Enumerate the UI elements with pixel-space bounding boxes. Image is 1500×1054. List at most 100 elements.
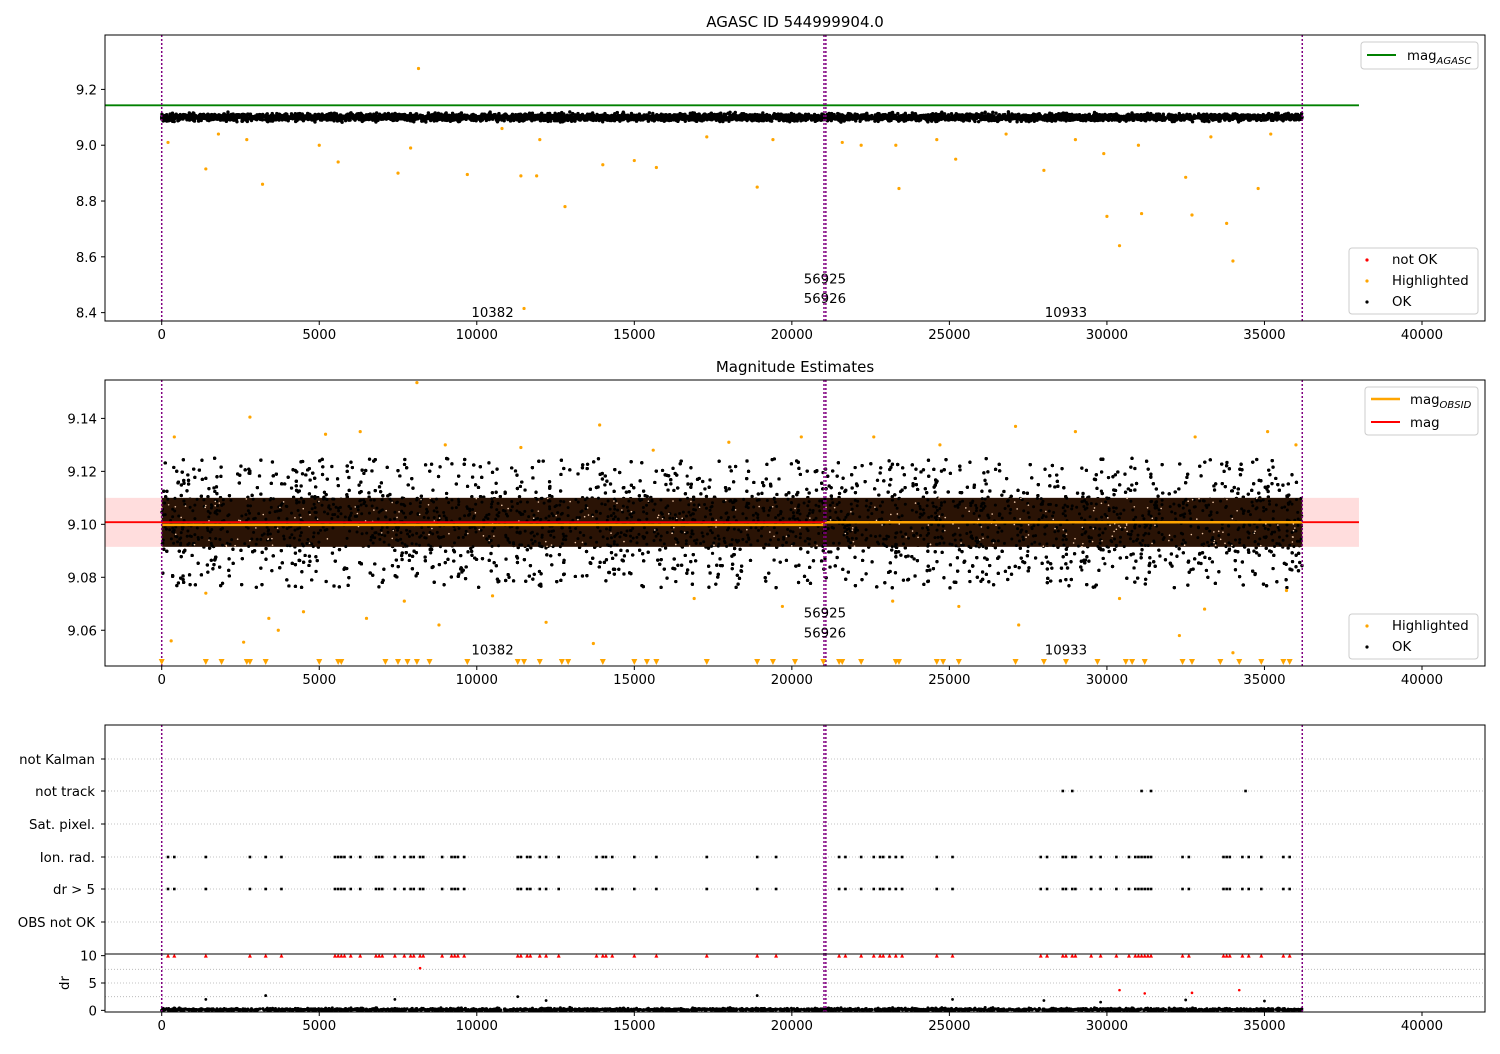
point-ok bbox=[1178, 112, 1181, 115]
point-ok bbox=[1077, 117, 1080, 120]
point-ok bbox=[838, 116, 841, 119]
point-ok bbox=[936, 116, 939, 119]
point-ok bbox=[609, 119, 612, 122]
point-ok bbox=[445, 116, 448, 119]
point-ok bbox=[595, 117, 598, 120]
point-ok bbox=[962, 119, 965, 122]
point-ok bbox=[186, 115, 189, 118]
point-ok bbox=[1057, 112, 1060, 115]
point-ok bbox=[935, 120, 938, 123]
point-ok bbox=[290, 112, 293, 115]
point-ok bbox=[838, 112, 841, 115]
point-ok bbox=[919, 118, 922, 121]
point-ok bbox=[188, 118, 191, 121]
point-ok bbox=[281, 117, 284, 120]
point-ok bbox=[1040, 117, 1043, 120]
point-ok bbox=[568, 110, 571, 113]
point-ok bbox=[478, 115, 481, 118]
point-ok bbox=[1032, 115, 1035, 118]
point-ok bbox=[1158, 113, 1161, 116]
point-ok bbox=[1266, 113, 1269, 116]
point-ok bbox=[282, 114, 285, 117]
point-ok bbox=[980, 116, 983, 119]
point-ok bbox=[679, 113, 682, 116]
point-ok bbox=[882, 115, 885, 118]
point-ok bbox=[1004, 115, 1007, 118]
point-ok bbox=[878, 115, 881, 118]
panel-agasc: AGASC ID 544999904.0 10382 56925 56926 1… bbox=[76, 13, 1485, 343]
point-ok bbox=[191, 118, 194, 121]
point-ok bbox=[302, 119, 305, 122]
point-ok bbox=[834, 117, 837, 120]
point-ok bbox=[1132, 113, 1135, 116]
point-ok bbox=[555, 113, 558, 116]
point-ok bbox=[1139, 113, 1142, 116]
point-ok bbox=[1062, 116, 1065, 119]
point-ok bbox=[412, 120, 415, 123]
point-ok bbox=[1295, 113, 1298, 116]
point-ok bbox=[347, 115, 350, 118]
point-ok bbox=[200, 117, 203, 120]
point-ok bbox=[1164, 116, 1167, 119]
point-ok bbox=[188, 111, 191, 114]
point-ok bbox=[700, 119, 703, 122]
point-ok bbox=[753, 113, 756, 116]
point-ok bbox=[1184, 115, 1187, 118]
point-ok bbox=[298, 116, 301, 119]
point-ok bbox=[488, 110, 491, 113]
point-ok bbox=[610, 116, 613, 119]
point-ok bbox=[1280, 114, 1283, 117]
point-ok bbox=[1246, 115, 1249, 118]
point-ok bbox=[546, 116, 549, 119]
point-ok bbox=[1112, 114, 1115, 117]
point-ok bbox=[1193, 117, 1196, 120]
point-ok bbox=[576, 114, 579, 117]
point-ok bbox=[592, 119, 595, 122]
point-ok bbox=[1045, 117, 1048, 120]
point-ok bbox=[734, 111, 737, 114]
point-ok bbox=[846, 115, 849, 118]
point-ok bbox=[1193, 114, 1196, 117]
point-ok bbox=[1288, 118, 1291, 121]
point-ok bbox=[1171, 120, 1174, 123]
point-ok bbox=[1158, 117, 1161, 120]
panel-agasc-data bbox=[105, 35, 1359, 321]
point-ok bbox=[1092, 113, 1095, 116]
point-ok bbox=[1227, 118, 1230, 121]
point-ok bbox=[277, 117, 280, 120]
point-ok bbox=[166, 118, 169, 121]
point-ok bbox=[366, 118, 369, 121]
point-ok bbox=[672, 118, 675, 121]
point-ok bbox=[1208, 115, 1211, 118]
point-ok bbox=[1168, 117, 1171, 120]
point-ok bbox=[313, 120, 316, 123]
point-ok bbox=[1137, 118, 1140, 121]
point-ok bbox=[1054, 119, 1057, 122]
point-ok bbox=[983, 111, 986, 114]
point-ok bbox=[1188, 115, 1191, 118]
point-ok bbox=[1211, 113, 1214, 116]
point-ok bbox=[273, 114, 276, 117]
point-ok bbox=[953, 118, 956, 121]
point-ok bbox=[1288, 113, 1291, 116]
point-ok bbox=[337, 115, 340, 118]
point-ok bbox=[444, 112, 447, 115]
point-ok bbox=[374, 113, 377, 116]
point-ok bbox=[378, 113, 381, 116]
point-ok bbox=[1148, 118, 1151, 121]
point-ok bbox=[235, 120, 238, 123]
point-ok bbox=[285, 117, 288, 120]
point-ok bbox=[1223, 115, 1226, 118]
point-ok bbox=[563, 117, 566, 120]
point-ok bbox=[968, 113, 971, 116]
point-ok bbox=[1073, 115, 1076, 118]
point-ok bbox=[1017, 113, 1020, 116]
point-ok bbox=[265, 113, 268, 116]
point-ok bbox=[958, 115, 961, 118]
point-ok bbox=[742, 112, 745, 115]
point-ok bbox=[888, 117, 891, 120]
point-ok bbox=[862, 113, 865, 116]
point-ok bbox=[265, 117, 268, 120]
